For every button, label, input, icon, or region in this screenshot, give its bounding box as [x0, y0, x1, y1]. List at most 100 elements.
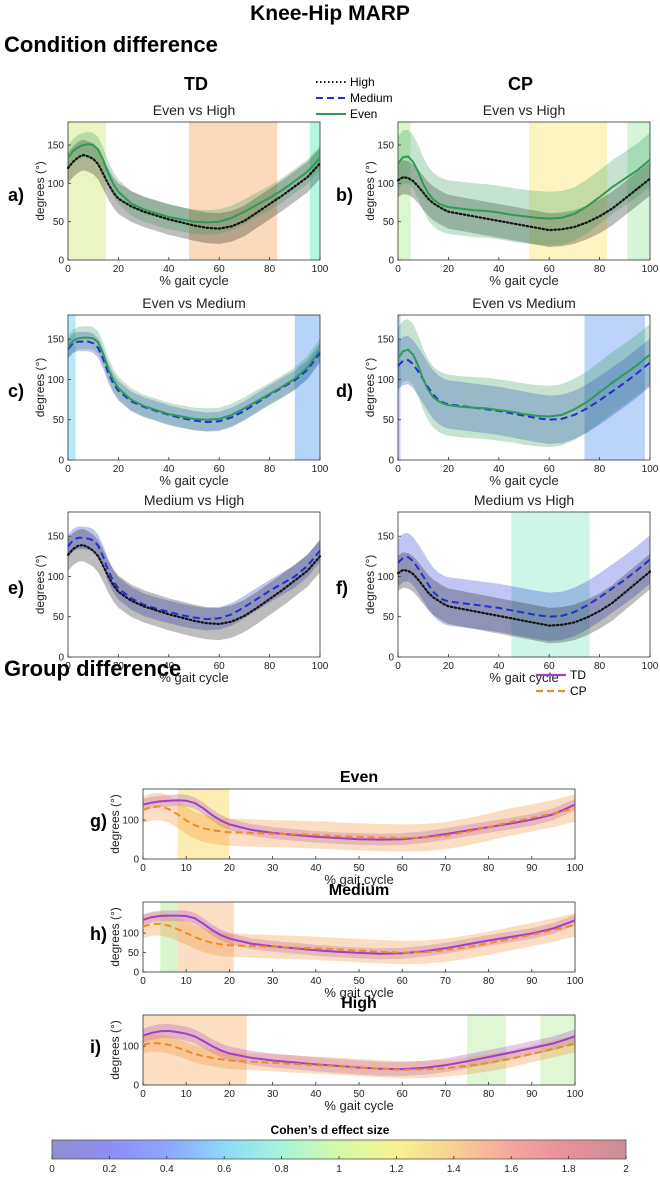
panel-title-g: Even: [340, 769, 378, 786]
y-tick-label-c-150: 150: [47, 335, 64, 346]
y-tick-label-g-0: 0: [133, 855, 139, 866]
x-tick-label-g-60: 60: [397, 863, 409, 874]
x-axis-label-g: % gait cycle: [324, 872, 393, 887]
effect-region-c-0: [68, 315, 76, 460]
y-axis-label-a: degrees (°): [33, 161, 47, 221]
x-tick-label-e-60: 60: [214, 661, 226, 672]
series-line-f-high: [396, 568, 652, 627]
x-tick-label-h-0: 0: [140, 976, 146, 987]
x-tick-label-g-50: 50: [353, 863, 365, 874]
effect-region-c-1: [294, 315, 320, 460]
section-condition-title: Condition difference: [4, 32, 218, 57]
effect-region-b-2: [627, 122, 650, 260]
sd-band-g-cp: [143, 792, 575, 852]
legend-condition: High Medium Even: [316, 75, 393, 121]
y-tick-label-e-50: 50: [53, 612, 65, 623]
panel-e: 0 20 40 60 80 100 0 50 100 150 % gait cycle degrees…: [8, 492, 329, 685]
x-tick-label-f-60: 60: [544, 661, 556, 672]
series-line-a-even: [67, 143, 321, 224]
series-line-i-cp: [142, 1041, 576, 1071]
x-tick-label-i-60: 60: [397, 1089, 409, 1100]
x-axis-label-a: % gait cycle: [159, 273, 228, 288]
x-tick-label-c-20: 20: [113, 464, 125, 475]
x-tick-label-b-20: 20: [443, 264, 455, 275]
x-tick-label-i-50: 50: [353, 1089, 365, 1100]
panel-c: 0 20 40 60 80 100 0 50 100 150 % gait cycle degrees…: [8, 295, 329, 488]
x-tick-label-f-20: 20: [443, 661, 455, 672]
x-tick-label-b-100: 100: [642, 264, 659, 275]
sd-band-c-even: [68, 326, 320, 431]
y-tick-label-c-0: 0: [58, 456, 64, 467]
y-axis-label-f: degrees (°): [363, 555, 377, 615]
sd-band-a-high: [68, 139, 320, 244]
y-tick-label-b-0: 0: [388, 256, 394, 267]
effect-region-a-2: [309, 122, 320, 260]
y-tick-label-i-100: 100: [122, 1042, 139, 1053]
colorbar-tick-label-0.6: 0.6: [217, 1164, 231, 1175]
x-tick-label-g-70: 70: [440, 863, 452, 874]
x-tick-label-c-100: 100: [312, 464, 329, 475]
sd-band-d-medium: [398, 335, 650, 444]
y-axis-label-c: degrees (°): [33, 358, 47, 418]
y-axis-label-h: degrees (°): [108, 907, 122, 967]
x-tick-label-h-40: 40: [310, 976, 322, 987]
panel-title-f: Medium vs High: [474, 492, 574, 508]
x-tick-label-d-0: 0: [395, 464, 401, 475]
sd-band-c-medium: [68, 331, 320, 432]
x-tick-label-i-100: 100: [567, 1089, 584, 1100]
series-line-b-high: [396, 176, 652, 232]
sd-band-h-cp: [143, 912, 575, 965]
y-tick-label-a-150: 150: [47, 141, 64, 152]
x-tick-label-d-80: 80: [594, 464, 606, 475]
y-tick-label-a-100: 100: [47, 179, 64, 190]
x-tick-label-f-80: 80: [594, 661, 606, 672]
panel-label-b: b): [336, 185, 353, 205]
y-tick-label-d-150: 150: [377, 335, 394, 346]
x-tick-label-g-40: 40: [310, 863, 322, 874]
y-tick-label-c-50: 50: [53, 415, 65, 426]
series-line-g-cp: [142, 805, 576, 840]
series-line-d-even: [397, 348, 651, 418]
series-line-c-even: [67, 336, 321, 421]
y-tick-label-i-0: 0: [133, 1081, 139, 1092]
y-axis-label-d: degrees (°): [363, 358, 377, 418]
panel-label-c: c): [8, 381, 24, 401]
section-group-title: Group difference: [4, 656, 182, 681]
panel-f: 0 20 40 60 80 100 0 50 100 150 % gait cycle degrees…: [336, 492, 659, 685]
effect-region-b-1: [529, 122, 608, 260]
colorbar-tick-label-1.8: 1.8: [562, 1164, 576, 1175]
panel-label-f: f): [336, 578, 348, 598]
legend-label-td: TD: [570, 668, 586, 682]
series-line-e-medium: [67, 536, 321, 621]
y-tick-label-e-100: 100: [47, 572, 64, 583]
panel-label-a: a): [8, 185, 24, 205]
panel-h: 0 10 20 30 40 50 60 70 80 90 100 0 50 100 % gait cycle…: [90, 882, 584, 1000]
sd-band-i-td: [143, 1023, 575, 1077]
colorbar-tick-label-1.6: 1.6: [504, 1164, 518, 1175]
x-tick-label-i-0: 0: [140, 1089, 146, 1100]
sd-band-b-even: [398, 129, 650, 246]
figure-title: Knee-Hip MARP: [250, 2, 410, 25]
y-tick-label-h-0: 0: [133, 968, 139, 979]
panel-b: 0 20 40 60 80 100 0 50 100 150 % gait cycle degrees…: [336, 102, 659, 288]
x-tick-label-h-10: 10: [181, 976, 193, 987]
effect-region-i-1: [467, 1015, 506, 1085]
x-axis-label-b: % gait cycle: [489, 273, 558, 288]
x-tick-label-g-20: 20: [224, 863, 236, 874]
sd-band-e-high: [68, 528, 320, 641]
x-tick-label-h-90: 90: [526, 976, 538, 987]
x-tick-label-h-60: 60: [397, 976, 409, 987]
x-tick-label-i-70: 70: [440, 1089, 452, 1100]
panel-title-h: Medium: [329, 882, 389, 899]
x-tick-label-g-10: 10: [181, 863, 193, 874]
x-tick-label-a-20: 20: [113, 264, 125, 275]
x-tick-label-b-40: 40: [493, 264, 505, 275]
legend-group: TD CP: [536, 668, 587, 698]
legend-label-high: High: [350, 75, 375, 89]
y-axis-label-g: degrees (°): [108, 794, 122, 854]
axes-box-f: [397, 511, 651, 658]
x-tick-label-d-40: 40: [493, 464, 505, 475]
y-tick-label-b-150: 150: [377, 141, 394, 152]
panel-label-g: g): [90, 811, 107, 831]
